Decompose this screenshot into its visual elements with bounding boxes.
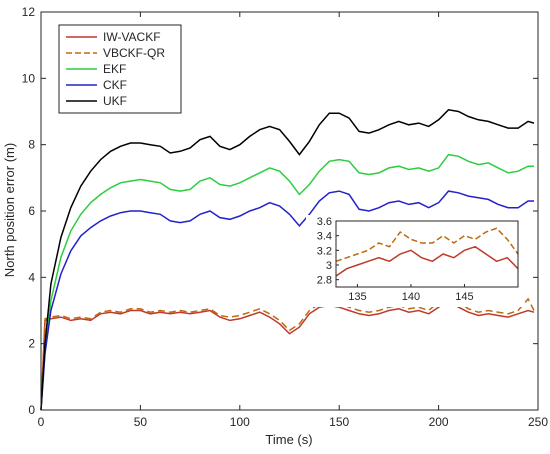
inset-zoom-plot: 135 140 145 2.8 3 3.2 3.4 3.6 — [306, 215, 524, 307]
inset-y-tick-label: 2.8 — [317, 275, 332, 287]
inset-x-tick-label: 135 — [348, 291, 366, 303]
legend: IW-VACKF VBCKF-QR EKF CKF UKF — [58, 24, 182, 114]
x-tick-label: 200 — [429, 415, 449, 429]
legend-label-iw-vackf: IW-VACKF — [103, 30, 161, 44]
inset-background — [306, 215, 524, 307]
inset-y-tick-label: 3.6 — [317, 216, 332, 228]
y-tick-label: 6 — [28, 204, 35, 218]
x-tick-label: 150 — [329, 415, 349, 429]
inset-series-line-iw-vackf — [335, 245, 519, 277]
legend-label-ckf: CKF — [103, 78, 127, 92]
inset-y-tick-label: 3.2 — [317, 245, 332, 257]
series-line-ckf — [40, 190, 534, 411]
x-tick-label: 250 — [528, 415, 548, 429]
y-tick-label: 10 — [22, 71, 36, 85]
y-axis-label: North position error (m) — [2, 143, 17, 277]
legend-label-ukf: UKF — [103, 94, 127, 108]
x-tick-label: 50 — [134, 415, 148, 429]
x-tick-label: 100 — [230, 415, 250, 429]
legend-label-vbckf-qr: VBCKF-QR — [103, 46, 165, 60]
inset-y-tick-label: 3.4 — [317, 231, 332, 243]
inset-series-line-vbckf-qr — [335, 227, 519, 263]
x-tick-label: 0 — [38, 415, 45, 429]
inset-x-tick-label: 140 — [402, 291, 420, 303]
y-tick-label: 4 — [28, 270, 35, 284]
y-tick-label: 12 — [22, 5, 36, 19]
series-line-vbckf-qr — [40, 294, 535, 411]
y-tick-label: 8 — [28, 138, 35, 152]
x-axis-label: Time (s) — [265, 432, 312, 447]
y-tick-label: 0 — [28, 403, 35, 417]
series-line-iw-vackf — [40, 299, 535, 411]
series-line-ekf — [40, 153, 534, 411]
y-tick-label: 2 — [28, 337, 35, 351]
legend-label-ekf: EKF — [103, 62, 126, 76]
inset-frame — [335, 220, 519, 288]
main-axes: 0 50 100 150 200 250 0 2 4 6 8 10 12 — [22, 5, 549, 429]
series-line-ukf — [40, 108, 535, 411]
inset-x-tick-label: 145 — [455, 291, 473, 303]
inset-y-tick-label: 3 — [326, 260, 332, 272]
